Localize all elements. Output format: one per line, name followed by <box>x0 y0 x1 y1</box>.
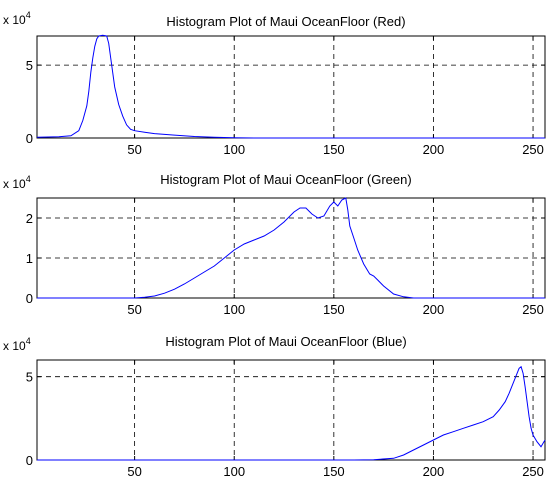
axes-frame <box>36 35 546 139</box>
y-tick-label: 0 <box>26 291 33 306</box>
x-tick-label: 250 <box>522 302 544 317</box>
x-tick-label: 100 <box>223 302 245 317</box>
y-tick-label: 1 <box>26 251 33 266</box>
axes-frame <box>36 197 546 299</box>
y-tick-label: 0 <box>26 453 33 468</box>
series-line <box>37 365 546 461</box>
axes-frame <box>36 359 546 461</box>
x-tick-label: 250 <box>522 464 544 479</box>
x-tick-label: 50 <box>127 464 141 479</box>
subplot-red: x 104 Histogram Plot of Maui OceanFloor … <box>3 10 546 157</box>
x-tick-label: 100 <box>223 142 245 157</box>
x-tick-label: 50 <box>127 302 141 317</box>
subplot-blue: x 104 Histogram Plot of Maui OceanFloor … <box>3 334 546 479</box>
exponent-label: x 104 <box>3 10 31 27</box>
chart-title: Histogram Plot of Maui OceanFloor (Green… <box>160 172 411 187</box>
exponent-label: x 104 <box>3 336 31 353</box>
y-tick-label: 2 <box>26 211 33 226</box>
x-tick-label: 100 <box>223 464 245 479</box>
x-tick-label: 200 <box>423 302 445 317</box>
y-tick-label: 5 <box>26 58 33 73</box>
series-line <box>36 34 545 139</box>
chart-title: Histogram Plot of Maui OceanFloor (Blue) <box>165 334 406 349</box>
x-tick-label: 200 <box>423 464 445 479</box>
x-tick-label: 150 <box>323 142 345 157</box>
y-tick-label: 0 <box>26 131 33 146</box>
subplot-green: x 104 Histogram Plot of Maui OceanFloor … <box>3 172 546 317</box>
x-tick-label: 150 <box>323 464 345 479</box>
y-tick-label: 5 <box>26 370 33 385</box>
x-tick-label: 150 <box>323 302 345 317</box>
series-line <box>37 197 545 299</box>
exponent-label: x 104 <box>3 174 31 191</box>
x-tick-label: 200 <box>423 142 445 157</box>
chart-title: Histogram Plot of Maui OceanFloor (Red) <box>166 14 405 29</box>
x-tick-label: 250 <box>522 142 544 157</box>
x-tick-label: 50 <box>127 142 141 157</box>
